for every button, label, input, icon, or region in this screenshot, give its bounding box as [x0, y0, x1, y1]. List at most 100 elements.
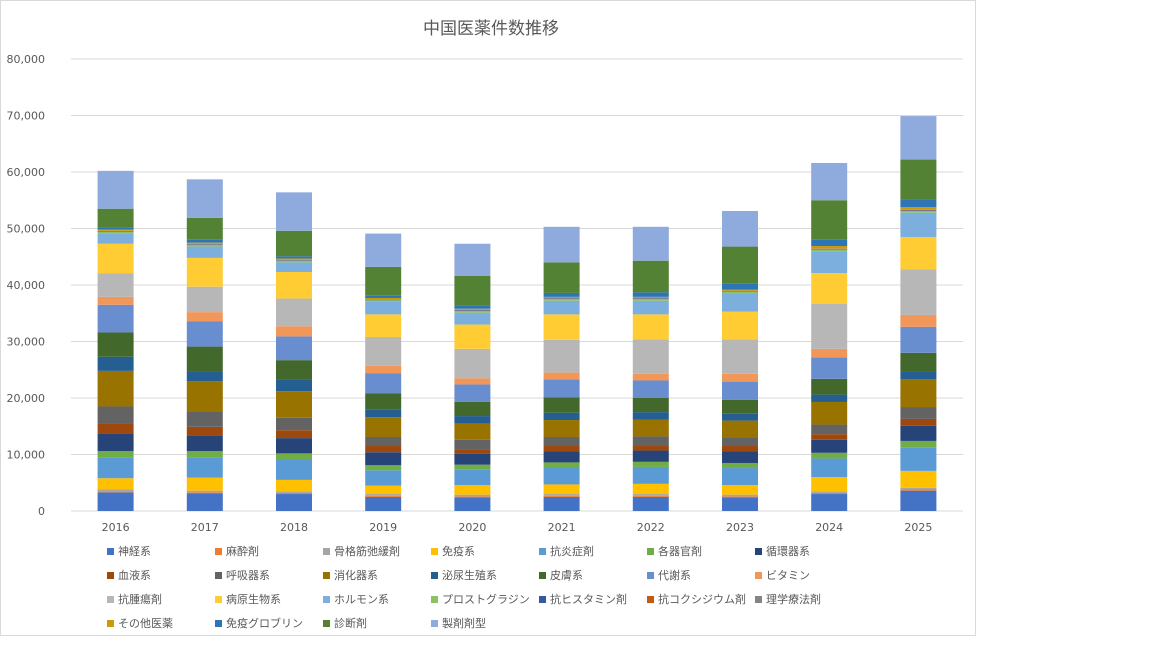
bar-segment: [365, 417, 402, 437]
bar-segment: [811, 251, 848, 274]
bar-segment: [722, 451, 758, 463]
bar-segment: [543, 298, 580, 300]
bar-segment: [276, 298, 312, 327]
bar-segment: [632, 450, 669, 462]
bar-segment: [632, 373, 669, 381]
bar-segment: [722, 413, 758, 421]
bar-segment: [365, 436, 402, 447]
bar-segment: [365, 300, 402, 302]
bar-segment: [97, 233, 134, 244]
bar-segment: [543, 292, 580, 297]
bar-segment: [900, 407, 937, 419]
bar-segment: [811, 348, 848, 358]
bar-segment: [276, 258, 312, 260]
bar-segment: [811, 357, 848, 379]
bar-segment: [454, 384, 491, 402]
bar-segment: [186, 381, 223, 412]
bar-segment: [632, 494, 669, 496]
bar-segment: [722, 399, 758, 414]
legend-label: 病原生物系: [226, 593, 281, 606]
legend-label: 理学療法剤: [766, 593, 821, 606]
bar-segment: [97, 243, 134, 274]
bar-segment: [365, 295, 402, 298]
bar-segment: [454, 494, 491, 497]
legend-label: 代謝系: [658, 569, 691, 582]
bar-segment: [365, 393, 402, 410]
bar-segment: [811, 401, 848, 425]
legend-item: その他医薬: [107, 615, 173, 631]
bar-segment: [186, 457, 223, 478]
bar-segment: [454, 449, 491, 454]
bar-segment: [900, 212, 937, 237]
bar-segment: [811, 246, 848, 249]
bar-segment: [365, 365, 402, 374]
legend-label: 抗コクシジウム剤: [658, 593, 746, 606]
legend-label: 診断剤: [334, 617, 367, 630]
bar-segment: [722, 246, 758, 284]
legend-swatch: [647, 547, 654, 555]
x-tick-label: 2019: [369, 521, 397, 534]
legend-item: 抗炎症剤: [539, 543, 594, 559]
bar-segment: [900, 326, 937, 353]
bar-segment: [632, 496, 669, 511]
bar-segment: [276, 262, 312, 273]
legend-label: 骨格筋弛緩剤: [334, 545, 400, 558]
bar-segment: [186, 321, 223, 347]
bar-segment: [276, 272, 312, 299]
bar-segment: [900, 210, 937, 213]
legend-swatch: [431, 595, 438, 603]
bar-segment: [365, 336, 402, 366]
bar-segment: [811, 458, 848, 478]
bar-segment: [811, 303, 848, 349]
bar-segment: [543, 372, 580, 380]
legend-item: 骨格筋弛緩剤: [323, 543, 400, 559]
bar-segment: [811, 162, 848, 201]
bar-segment: [900, 425, 937, 441]
bar-segment: [97, 406, 134, 424]
legend-item: 抗ヒスタミン剤: [539, 591, 627, 607]
bar-segment: [543, 339, 580, 373]
bar-segment: [276, 492, 312, 495]
y-tick-label: 40,000: [7, 279, 46, 292]
legend-label: 呼吸器系: [226, 569, 270, 582]
bar-segment: [900, 470, 937, 488]
bar-segment: [543, 300, 580, 315]
legend-label: 血液系: [118, 569, 151, 582]
legend-swatch: [107, 595, 114, 603]
bar-segment: [632, 380, 669, 398]
bar-segment: [811, 424, 848, 435]
bar-segment: [365, 496, 402, 511]
x-axis-ticks: 2016 2017 2018 2019 2020 2021 2022 2023 2024 2025: [102, 521, 933, 534]
bar-segment: [276, 417, 312, 431]
bar-segment: [722, 496, 758, 498]
bar-segment: [186, 312, 223, 322]
legend-item: 免疫系: [431, 543, 475, 559]
legend-item: 各器官剤: [647, 543, 702, 559]
bar-segment: [186, 426, 223, 436]
bar-segment: [811, 477, 848, 492]
legend-label: 免疫系: [442, 545, 475, 558]
chart-title: 中国医薬件数推移: [423, 19, 559, 39]
bar-segment: [276, 491, 312, 493]
bar-segment: [543, 451, 580, 463]
bar-segment: [97, 229, 134, 231]
bar-segment: [454, 464, 491, 470]
bar-segment: [900, 352, 937, 372]
legend-item: 診断剤: [323, 615, 367, 631]
bar-segment: [722, 446, 758, 452]
bar-segment: [543, 412, 580, 421]
x-tick-label: 2025: [904, 521, 932, 534]
legend-swatch: [539, 571, 546, 579]
bar-segment: [454, 439, 491, 450]
bar-segment: [900, 440, 937, 448]
bar-segment: [276, 479, 312, 492]
bar-segment: [632, 296, 669, 298]
legend-item: 理学療法剤: [755, 591, 821, 607]
bar-segment: [365, 373, 402, 394]
y-tick-label: 60,000: [7, 166, 46, 179]
legend-swatch: [107, 619, 114, 627]
bar-segment: [365, 470, 402, 486]
bar-segment: [811, 249, 848, 252]
bar-segment: [543, 379, 580, 398]
bar-segment: [97, 370, 134, 407]
